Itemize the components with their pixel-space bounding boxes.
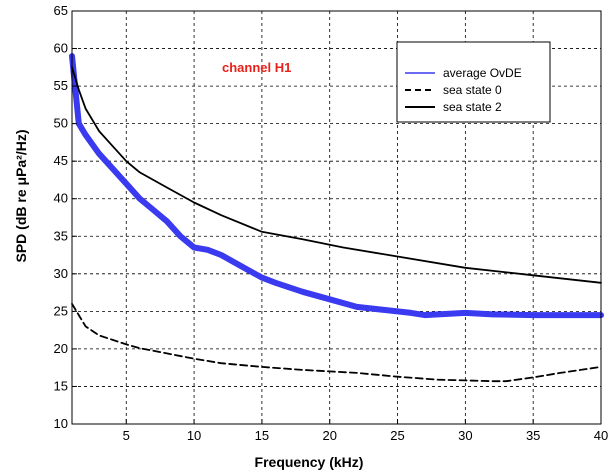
series-average-ovde [69, 53, 604, 319]
series-layer [69, 53, 604, 383]
series-sea-state-0 [71, 302, 602, 383]
y-tick-label: 30 [54, 266, 68, 281]
y-tick-label: 45 [54, 153, 68, 168]
x-tick-label: 30 [458, 428, 472, 443]
x-tick-label: 40 [594, 428, 608, 443]
x-tick-label: 35 [526, 428, 540, 443]
x-tick-label: 5 [123, 428, 130, 443]
x-tick-label: 20 [322, 428, 336, 443]
y-tick-label: 50 [54, 116, 68, 131]
y-tick-label: 55 [54, 78, 68, 93]
x-axis-label: Frequency (kHz) [255, 454, 364, 470]
legend: average OvDE sea state 0 sea state 2 [396, 41, 551, 123]
y-tick-label: 10 [54, 416, 68, 431]
x-tick-label: 15 [255, 428, 269, 443]
legend-box [396, 41, 551, 123]
y-tick-label: 40 [54, 191, 68, 206]
legend-label-sea-state-0: sea state 0 [443, 83, 502, 97]
y-tick-label: 60 [54, 41, 68, 56]
y-axis-label: SPD (dB re μPa²/Hz) [13, 129, 29, 262]
y-tick-label: 35 [54, 228, 68, 243]
legend-label-sea-state-2: sea state 2 [443, 100, 502, 114]
legend-label-average-ovde: average OvDE [443, 66, 522, 80]
y-tick-label: 15 [54, 378, 68, 393]
y-tick-label: 65 [54, 3, 68, 18]
annotation-channel: channel H1 [222, 60, 291, 75]
y-tick-label: 20 [54, 341, 68, 356]
tick-labels: 5 10 15 20 25 30 35 40 10 15 20 25 30 35 40 45 50 55 60 65 [54, 3, 609, 443]
series-sea-state-2 [71, 66, 602, 284]
y-tick-label: 25 [54, 303, 68, 318]
x-tick-label: 10 [187, 428, 201, 443]
plot-frame [71, 10, 602, 425]
x-tick-label: 25 [390, 428, 404, 443]
